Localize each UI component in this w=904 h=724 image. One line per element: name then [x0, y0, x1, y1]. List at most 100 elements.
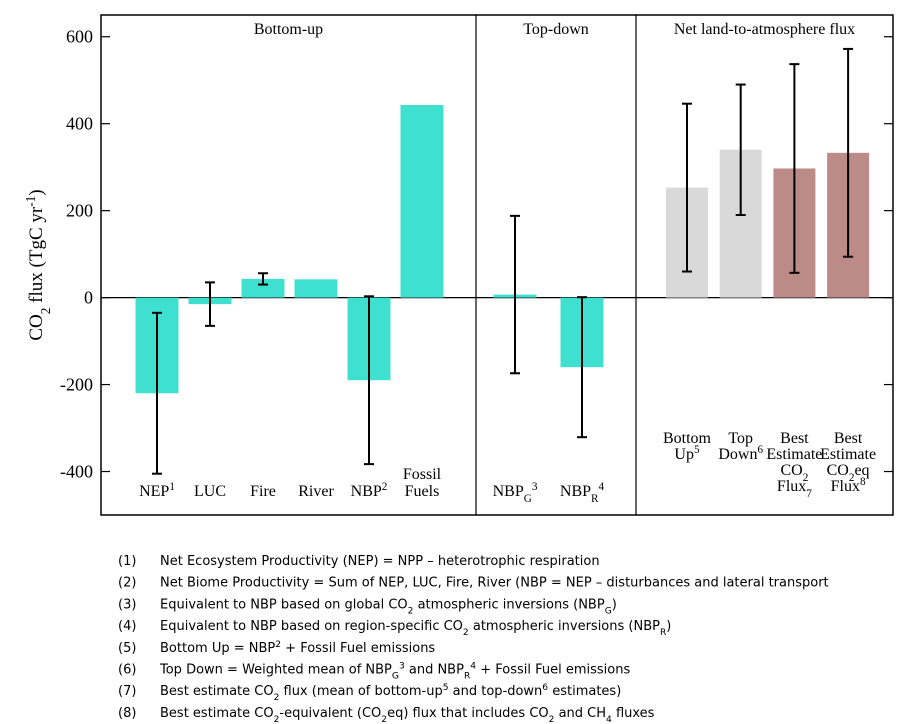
text-segment: 3 [532, 481, 538, 493]
x-tick-label: Bottom [663, 430, 712, 447]
x-tick-label: Best [780, 430, 809, 447]
text-segment: Top [728, 430, 753, 447]
x-tick-label: Down6 [718, 444, 763, 463]
x-tick-label: Fossil [403, 466, 442, 483]
panel-title: Top-down [523, 21, 589, 38]
text-segment: 2 [463, 628, 469, 638]
text-segment: 6 [757, 444, 763, 456]
x-tick-label: NBPG3 [493, 481, 538, 505]
text-segment: G [524, 493, 532, 505]
text-segment: Up [674, 446, 694, 463]
text-segment: CO [827, 462, 849, 479]
text-segment: ) [26, 189, 47, 195]
text-segment: CO [26, 314, 47, 340]
footnote-text: Top Down = Weighted mean of NBPG3 and NB… [159, 662, 630, 682]
text-segment: 2 [849, 472, 855, 484]
text-segment: + Fossil Fuel emissions [476, 663, 630, 678]
plot-frame [100, 14, 894, 516]
footnote-number: (5) [118, 641, 136, 656]
text-segment: NBP [493, 483, 524, 500]
text-segment: River [298, 483, 334, 500]
text-segment: Top Down = Weighted mean of NBP [159, 663, 392, 678]
text-segment: Flux [831, 478, 860, 495]
text-segment: 2 [549, 715, 555, 724]
x-tick-label: LUC [194, 483, 226, 500]
x-tick-label: Flux8 [831, 476, 866, 495]
x-tick-label: Top [728, 430, 753, 447]
y-tick-label: 0 [84, 288, 93, 308]
footnote-text: Best estimate CO2-equivalent (CO2eq) flu… [160, 706, 655, 724]
text-segment: fluxes [612, 706, 655, 721]
text-segment: 2 [38, 308, 53, 315]
text-segment: and CH [554, 706, 606, 721]
text-segment: ) [666, 619, 671, 634]
text-segment: -1 [23, 196, 38, 207]
text-segment: R [464, 672, 471, 682]
text-segment: 2 [803, 472, 809, 484]
y-tick-label: 200 [66, 201, 93, 221]
x-tick-label: CO2 [780, 462, 808, 484]
text-segment: and NBP [405, 663, 464, 678]
x-tick-label: NBP2 [351, 481, 388, 500]
y-tick-label: 600 [66, 27, 93, 47]
footnote-text: Net Biome Productivity = Sum of NEP, LUC… [160, 576, 829, 591]
panel-title: Bottom-up [254, 21, 323, 38]
footnote-number: (4) [118, 619, 136, 634]
text-segment: Fuels [405, 483, 440, 500]
text-segment: atmospheric inversions (NBP [413, 597, 604, 612]
text-segment: Estimate [820, 446, 876, 463]
text-segment: Best [780, 430, 809, 447]
text-segment: R [660, 628, 667, 638]
footnote-number: (2) [118, 576, 136, 591]
text-segment: Equivalent to NBP based on global CO [160, 597, 408, 612]
text-segment: 2 [274, 693, 280, 703]
text-segment: 1 [169, 481, 175, 493]
text-segment: 2 [274, 715, 280, 724]
text-segment: eq) flux that includes CO [387, 706, 549, 721]
x-tick-label: CO2eq [827, 462, 870, 484]
text-segment: Best [834, 430, 863, 447]
y-axis-label: CO2 flux (TgC yr-1) [23, 189, 53, 340]
text-segment: 4 [470, 662, 476, 672]
text-segment: Bottom Up = NBP [160, 641, 275, 656]
text-segment: 4 [599, 481, 605, 493]
text-segment: Bottom [663, 430, 712, 447]
text-segment: 4 [606, 715, 612, 724]
x-tick-label: NBPR4 [560, 481, 605, 505]
x-tick-label: NEP1 [139, 481, 175, 500]
text-segment: 5 [694, 444, 700, 456]
bar [241, 278, 285, 298]
text-segment: 6 [542, 683, 548, 693]
text-segment: NBP [560, 483, 591, 500]
footnote-number: (1) [118, 554, 136, 569]
text-segment: 2 [275, 640, 281, 650]
x-tick-label: Estimate [766, 446, 822, 463]
text-segment: estimates) [548, 684, 621, 699]
text-segment: -equivalent (CO [279, 706, 381, 721]
text-segment: NBP [351, 483, 382, 500]
text-segment: eq [854, 462, 869, 479]
text-segment: Best estimate CO [160, 684, 274, 699]
text-segment: CO [780, 462, 802, 479]
text-segment: Best estimate CO [160, 706, 274, 721]
text-segment: Fire [250, 483, 276, 500]
x-tick-label: Up5 [674, 444, 700, 463]
text-segment: 3 [399, 662, 405, 672]
text-segment: G [392, 672, 399, 682]
x-tick-label: Fuels [405, 483, 440, 500]
text-segment: + Fossil Fuel emissions [281, 641, 435, 656]
text-segment: ) [612, 597, 617, 612]
footnote-text: Best estimate CO2 flux (mean of bottom-u… [160, 683, 621, 703]
text-segment: NEP [139, 483, 169, 500]
footnote-text: Equivalent to NBP based on region-specif… [160, 619, 671, 638]
x-tick-label: Fire [250, 483, 276, 500]
footnotes: (1) Net Ecosystem Productivity (NEP) = NP… [118, 554, 829, 724]
text-segment: Estimate [766, 446, 822, 463]
footnote-number: (7) [118, 684, 136, 699]
footnote-number: (6) [118, 663, 136, 678]
footnote-number: (8) [118, 706, 136, 721]
bar [294, 279, 338, 298]
